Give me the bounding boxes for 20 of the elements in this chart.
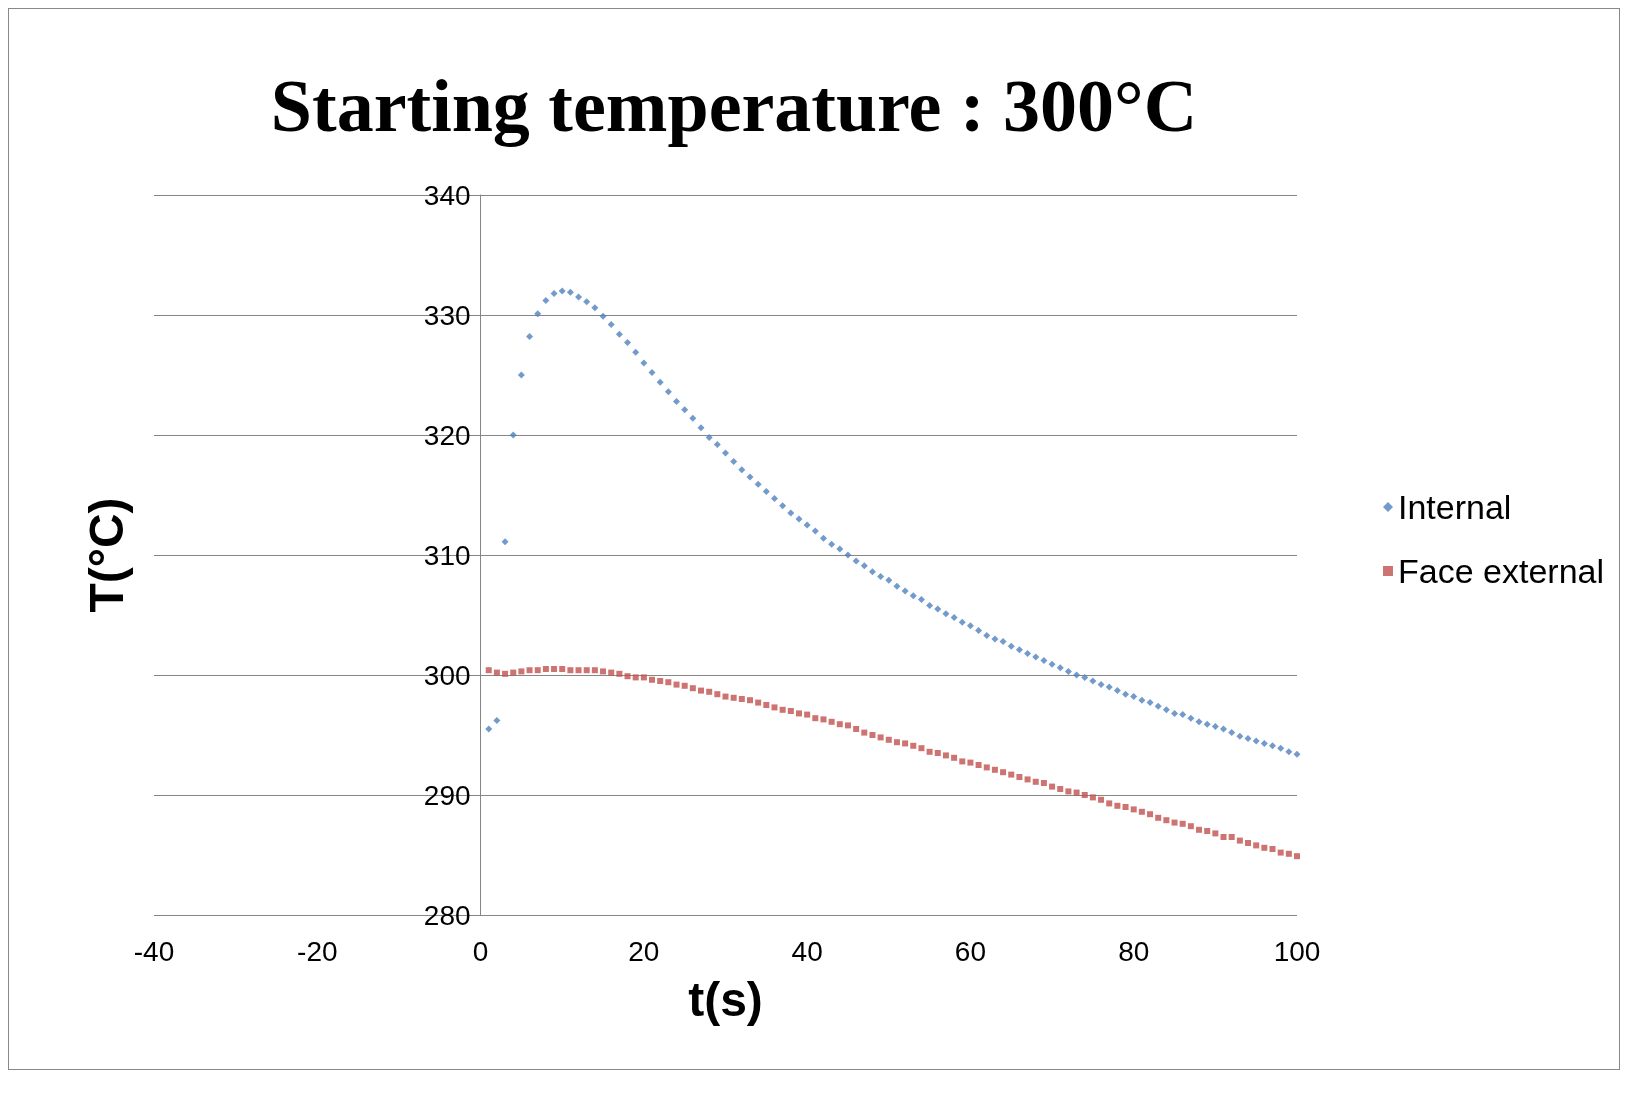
- x-tick-label: -40: [133, 935, 175, 967]
- x-tick-label: 40: [791, 935, 823, 967]
- x-tick-label: 60: [954, 935, 987, 967]
- x-tick-label: 80: [1118, 935, 1150, 967]
- x-tick-label: 20: [628, 935, 660, 967]
- y-tick-label: 280: [423, 899, 471, 931]
- legend-label: Internal: [1398, 488, 1512, 526]
- x-tick-label: 0: [472, 935, 489, 967]
- y-tick-label: 340: [423, 179, 471, 211]
- y-tick-label: 310: [423, 539, 471, 571]
- x-tick-label: 100: [1273, 935, 1321, 967]
- y-tick-label: 320: [423, 419, 471, 451]
- y-tick-label: 290: [423, 779, 471, 811]
- legend-label: Face external: [1398, 552, 1605, 590]
- x-tick-label: -20: [297, 935, 338, 967]
- y-tick-label: 300: [423, 659, 471, 691]
- y-tick-label: 330: [423, 299, 471, 331]
- x-axis-title: t(s): [688, 972, 763, 1026]
- chart-title: Starting temperature : 300°C: [270, 65, 1198, 147]
- y-axis-title: T(°C): [80, 497, 134, 613]
